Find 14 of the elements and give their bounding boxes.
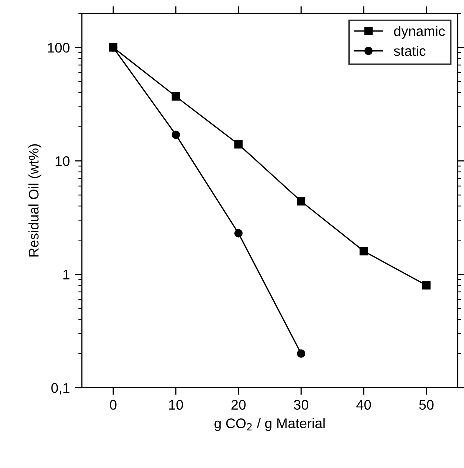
legend-label: dynamic (394, 26, 446, 40)
x-tick-label: 40 (356, 400, 372, 410)
y-tick-label: 100 (48, 43, 70, 53)
x-tick-label: 30 (294, 400, 309, 410)
y-tick-label: 1 (64, 270, 70, 280)
x-tick-label: 10 (169, 400, 184, 410)
x-axis-title: g CO$_{2}$ / g Material (214, 418, 325, 432)
y-axis-title: Residual Oil (wt%) (28, 144, 42, 257)
y-tick-label: 10 (56, 156, 70, 166)
x-tick-label: 0 (110, 400, 117, 410)
x-tick-label: 50 (419, 400, 434, 410)
x-tick-label: 20 (232, 400, 246, 410)
legend-label: static (394, 46, 426, 56)
y-tick-label: 0,1 (52, 383, 70, 395)
